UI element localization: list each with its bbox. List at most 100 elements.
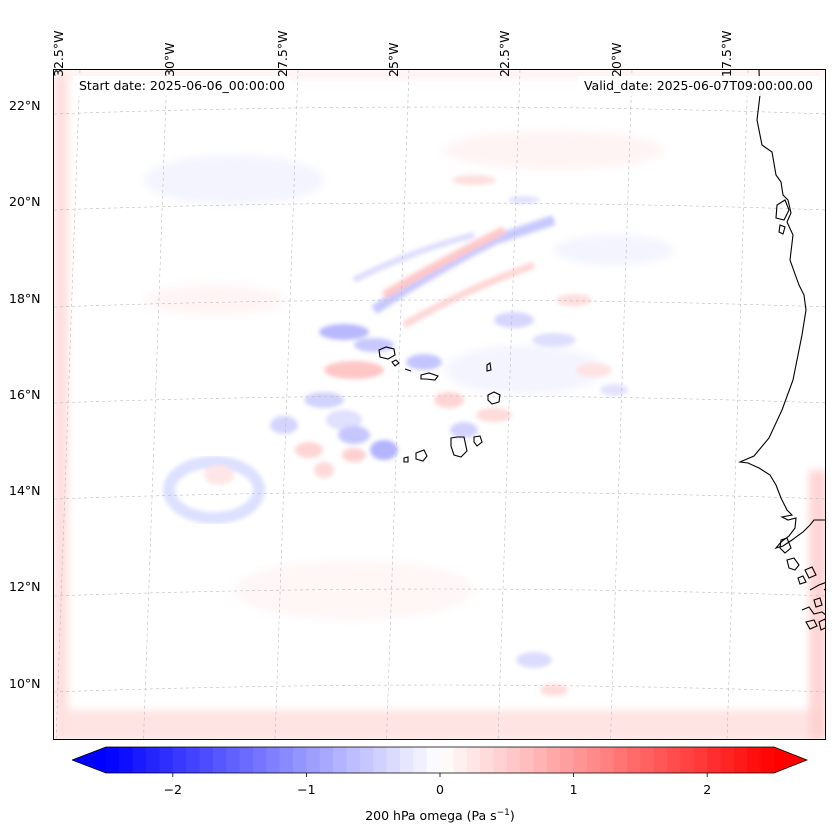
colorbar-segment xyxy=(720,747,735,773)
omega-map xyxy=(54,70,825,739)
lat-label: 22°N xyxy=(9,98,41,113)
colorbar-tick-label: −1 xyxy=(297,782,316,797)
parallel-line xyxy=(54,299,825,308)
meridian-line xyxy=(55,70,81,739)
colorbar-segment xyxy=(373,747,388,773)
colorbar-tick-label: 0 xyxy=(436,782,444,797)
colorbar-segments xyxy=(72,747,807,773)
omega-field-background xyxy=(144,130,674,620)
colorbar-segment xyxy=(707,747,722,773)
lat-label: 16°N xyxy=(9,387,41,402)
colorbar-segment xyxy=(239,747,254,773)
colorbar-segment xyxy=(212,747,227,773)
cape-verde-islands xyxy=(378,346,501,463)
lon-label: 25°W xyxy=(386,42,401,77)
meridian-line xyxy=(143,70,168,739)
colorbar-segment xyxy=(600,747,615,773)
colorbar-segment xyxy=(146,747,161,773)
omega-ring-feature xyxy=(163,456,265,524)
parallel-line xyxy=(54,684,825,693)
colorbar-segment xyxy=(359,747,374,773)
colorbar-segment xyxy=(293,747,307,773)
colorbar-segment xyxy=(627,747,641,773)
colorbar-segment xyxy=(386,747,401,773)
african-coastline xyxy=(737,70,825,631)
colorbar-segment xyxy=(760,747,775,773)
parallel-line xyxy=(54,491,825,500)
colorbar-tick-label: −2 xyxy=(163,782,183,797)
lon-label: 32.5°W xyxy=(51,30,66,77)
colorbar-min-extend xyxy=(72,747,106,773)
colorbar-segment xyxy=(132,747,147,773)
colorbar-segment xyxy=(399,747,414,773)
boundary-band xyxy=(54,70,825,739)
colorbar-segment xyxy=(333,747,348,773)
colorbar-segment xyxy=(520,747,535,773)
colorbar-segment xyxy=(747,747,762,773)
colorbar-segment xyxy=(573,747,588,773)
colorbar-segment xyxy=(506,747,521,773)
lon-label: 22.5°W xyxy=(497,30,512,77)
parallel-line xyxy=(54,395,825,404)
colorbar-segment xyxy=(546,747,561,773)
omega-anomalies xyxy=(270,175,628,696)
colorbar-segment xyxy=(119,747,134,773)
parallel-line xyxy=(54,106,825,115)
colorbar-segment xyxy=(172,747,187,773)
colorbar-segment xyxy=(560,747,575,773)
colorbar-segment xyxy=(186,747,201,773)
colorbar-max-extend xyxy=(774,747,807,773)
colorbar-segment xyxy=(413,747,428,773)
lat-label: 18°N xyxy=(9,291,41,306)
lon-label: 30°W xyxy=(162,42,177,77)
colorbar-segment xyxy=(319,747,334,773)
parallel-line xyxy=(54,588,825,597)
colorbar-segment xyxy=(426,747,441,773)
colorbar-tick-label: 2 xyxy=(703,782,712,797)
colorbar-ticks xyxy=(172,773,708,777)
meridian-line xyxy=(497,70,521,739)
colorbar-segment xyxy=(199,747,214,773)
lon-label: 20°W xyxy=(609,42,624,77)
colorbar-tick-label: 1 xyxy=(569,782,578,797)
colorbar-segment xyxy=(733,747,748,773)
meridian-line xyxy=(274,70,299,739)
colorbar-segment xyxy=(493,747,508,773)
colorbar-segment xyxy=(533,747,548,773)
colorbar-segment xyxy=(480,747,495,773)
lon-label: 27.5°W xyxy=(275,30,290,77)
colorbar-segment xyxy=(279,747,294,773)
colorbar-segment xyxy=(667,747,682,773)
colorbar-outline xyxy=(72,746,808,774)
colorbar-segment xyxy=(613,747,628,773)
colorbar-title: 200 hPa omega (Pa s−1) xyxy=(365,808,515,824)
colorbar-segment xyxy=(466,747,481,773)
colorbar-segment xyxy=(306,747,321,773)
meridian-line xyxy=(610,70,633,739)
graticule xyxy=(54,70,825,739)
lat-label: 10°N xyxy=(9,676,41,691)
colorbar-segment xyxy=(106,747,120,773)
lat-label: 12°N xyxy=(9,579,41,594)
start-date-label: Start date: 2025-06-06_00:00:00 xyxy=(73,76,291,96)
meridian-line xyxy=(726,70,749,739)
colorbar-segment xyxy=(653,747,668,773)
colorbar-segment xyxy=(440,747,454,773)
parallel-line xyxy=(54,202,825,211)
colorbar-segment xyxy=(252,747,267,773)
colorbar-segment xyxy=(226,747,241,773)
lat-label: 20°N xyxy=(9,194,41,209)
colorbar-segment xyxy=(680,747,695,773)
colorbar-segment xyxy=(586,747,601,773)
valid-date-label: Valid_date: 2025-06-07T09:00:00.00 xyxy=(577,76,819,96)
colorbar-segment xyxy=(640,747,655,773)
lat-label: 14°N xyxy=(9,483,41,498)
colorbar-segment xyxy=(159,747,174,773)
colorbar-segment xyxy=(693,747,708,773)
map-panel xyxy=(53,69,826,740)
colorbar xyxy=(72,746,808,777)
colorbar-segment xyxy=(346,747,361,773)
colorbar-segment xyxy=(266,747,281,773)
meridian-line xyxy=(386,70,410,739)
lon-label: 17.5°W xyxy=(719,30,734,77)
